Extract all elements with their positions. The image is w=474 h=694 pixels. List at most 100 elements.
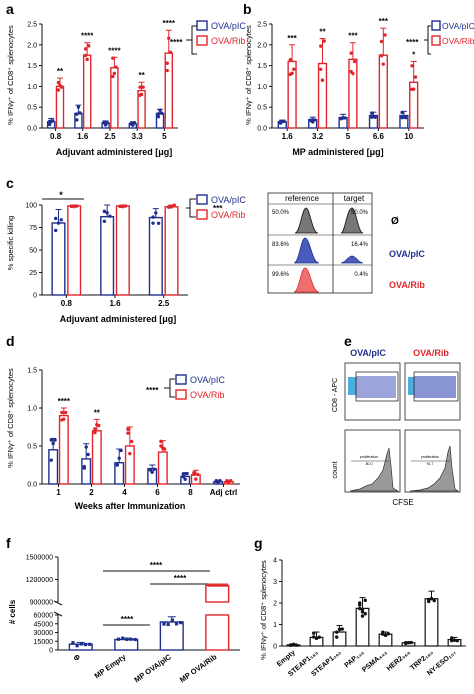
a-data-point [158, 108, 162, 112]
a-data-point [83, 53, 88, 58]
b-data-point [403, 115, 408, 120]
a-bar-rib [55, 85, 65, 129]
g-data-point [404, 640, 408, 645]
a-data-point [138, 85, 142, 89]
b-data-point [343, 116, 347, 120]
g-data-point [386, 632, 390, 636]
panel-letter-b: b [243, 1, 252, 17]
d-data-point [49, 438, 53, 442]
c-ylabel: % specific killing [6, 216, 15, 271]
c-data-point [72, 204, 76, 209]
f-y-tick-label: 15000 [34, 639, 54, 646]
e-gate-label-pic: proliferation [360, 455, 378, 459]
flow-row2-right-pct: 16.4% [351, 242, 369, 248]
f-bar [205, 584, 230, 603]
flow-row3-right-pct: 0.4% [354, 272, 368, 278]
f-data-point [88, 642, 92, 646]
d-data-point [119, 448, 123, 453]
flow-row2-label: OVA/pIC [389, 249, 425, 259]
f-y-tick-label: 60000 [34, 613, 54, 620]
e-dot-plot-pic-population [356, 376, 396, 398]
g-data-point [360, 614, 365, 618]
a-data-point [141, 85, 145, 89]
b-data-point [370, 111, 374, 115]
c-x-tick-label: 1.6 [109, 299, 121, 308]
g-y-tick-label: 3 [273, 579, 277, 586]
d-bar-rib [58, 414, 69, 485]
b-data-point [292, 67, 296, 71]
b-ylabel: % IFNγ⁺ of CD8⁺ splenocytes [244, 25, 253, 125]
f-y-tick-label: 45000 [34, 621, 54, 628]
d-data-point [53, 438, 57, 442]
flow-row2-left-pct: 83.6% [272, 242, 290, 248]
g-data-point [452, 638, 457, 643]
d-data-point [60, 418, 64, 422]
g-y-tick-label: 2 [273, 601, 277, 608]
c-data-point [108, 214, 112, 218]
d-ylabel: % IFNγ⁺ of CD8⁺ splenocytes [6, 368, 15, 468]
b-sig-mark: *** [379, 17, 389, 26]
a-data-point [114, 65, 118, 69]
d-data-point [97, 423, 101, 428]
d-data-point [163, 447, 167, 451]
f-data-point [71, 641, 75, 645]
f-data-point [166, 622, 170, 627]
f-ylabel: # cells [8, 599, 17, 624]
g-x-tick-label: Empty [276, 649, 297, 668]
b-x-tick-label: 10 [404, 132, 413, 141]
e-xlabel: CFSE [392, 498, 413, 507]
g-data-point [409, 640, 413, 645]
d-data-point [183, 477, 187, 482]
flow-row2-reference-histogram [293, 237, 320, 264]
c-data-point [121, 204, 125, 209]
a-data-point [75, 112, 79, 116]
g-data-point [317, 635, 321, 639]
b-data-point [413, 75, 418, 79]
chart-layer: 0.00.51.01.52.02.50.8**1.6****2.5****3.3… [25, 17, 466, 684]
legend-c-sig: *** [213, 204, 223, 213]
e-histogram-rib [409, 445, 460, 492]
c-bar-rib [67, 205, 82, 296]
a-x-tick-label: 5 [162, 132, 167, 141]
f-data-point [83, 643, 88, 647]
a-x-tick-label: 1.6 [77, 132, 89, 141]
g-data-point [383, 633, 388, 638]
a-y-tick-label: 0.0 [27, 126, 37, 133]
a-sig-mark: **** [108, 46, 121, 55]
legend-b-swatch-pic [431, 20, 441, 31]
d-data-point [115, 462, 119, 467]
a-data-point [87, 44, 91, 48]
g-data-point [312, 635, 316, 639]
d-y-tick-label: 0.0 [27, 482, 37, 489]
d-data-point [86, 452, 90, 457]
c-y-tick-label: 50 [29, 248, 37, 255]
f-data-point [116, 637, 121, 641]
d-data-point [185, 471, 189, 476]
a-data-point [56, 88, 61, 92]
b-data-point [400, 110, 404, 115]
d-x-tick-label: 1 [56, 488, 61, 497]
g-data-point [363, 598, 367, 603]
a-x-tick-label: 0.8 [50, 132, 62, 141]
c-y-tick-label: 75 [29, 225, 37, 232]
a-y-tick-label: 1.0 [27, 84, 37, 91]
legend-c-label-rib: OVA/Rib [211, 210, 245, 220]
f-data-point [174, 622, 179, 626]
a-sig-mark: ** [57, 67, 64, 76]
g-y-tick-label: 1 [273, 622, 277, 629]
g-y-tick-label: 4 [273, 558, 277, 565]
b-sig-mark: * [412, 50, 416, 59]
a-data-point [83, 47, 88, 51]
g-bar [424, 598, 439, 647]
flow-header-reference: reference [285, 194, 319, 203]
a-ylabel: % IFNγ⁺ of CD8⁺ splenocytes [6, 25, 15, 125]
e-gate-value-pic: 80.0 [366, 462, 373, 466]
flow-row1-reference-histogram [294, 207, 319, 234]
b-bar-rib [287, 60, 297, 129]
b-bar-rib [348, 58, 358, 129]
panel-letter-g: g [254, 535, 263, 551]
d-bar-pic [81, 458, 92, 485]
legend-c-label-pic: OVA/pIC [211, 195, 246, 205]
a-x-tick-label: 2.5 [104, 132, 116, 141]
